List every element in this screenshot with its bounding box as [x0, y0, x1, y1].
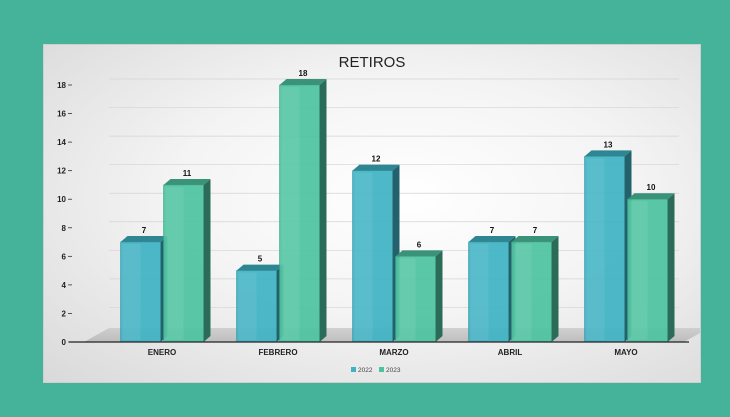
bar-highlight — [629, 201, 648, 340]
y-tick-label: 6 — [62, 252, 67, 261]
x-tick-label: ABRIL — [498, 348, 523, 357]
y-tick-label: 14 — [57, 138, 66, 147]
chart-title: RETIROS — [339, 54, 406, 71]
bar-highlight — [513, 244, 532, 340]
bar-2022-marzo — [352, 170, 393, 343]
bar-highlight — [238, 272, 257, 340]
bar-2022-mayo — [584, 156, 625, 343]
x-tick-label: MAYO — [614, 348, 637, 357]
chart-panel: RETIROS 0 2 4 6 8 10 12 14 16 18 7 11 5 18 12 6 7 7 13 10 … — [43, 44, 701, 383]
bar-top-2022-abril — [468, 236, 516, 243]
data-label: 10 — [647, 183, 656, 192]
data-label: 12 — [372, 155, 381, 164]
legend-swatch-2022 — [351, 367, 356, 372]
bar-highlight — [122, 244, 141, 340]
bar-highlight — [470, 244, 489, 340]
bar-top-2023-marzo — [395, 250, 443, 257]
legend-swatch-2023 — [379, 367, 384, 372]
bar-2023-abril — [511, 241, 552, 343]
bar-top-2022-enero — [120, 236, 168, 243]
bar-top-2022-mayo — [584, 150, 632, 157]
bar-side-2023-mayo — [667, 193, 675, 342]
legend-label-2022: 2022 — [358, 367, 373, 374]
bar-top-2022-marzo — [352, 164, 400, 171]
bar-highlight — [165, 186, 184, 340]
bar-top-2023-enero — [163, 178, 211, 185]
bar-top-2023-febrero — [279, 79, 327, 85]
y-tick-label: 16 — [57, 110, 66, 119]
y-tick-label: 0 — [62, 338, 67, 347]
data-label: 7 — [142, 226, 147, 235]
y-tick-label: 10 — [57, 195, 66, 204]
x-tick-label: MARZO — [379, 348, 408, 357]
bar-2023-mayo — [627, 198, 668, 343]
bar-side-2023-abril — [551, 236, 559, 342]
data-label: 11 — [183, 169, 192, 178]
x-tick-label: FEBRERO — [258, 348, 297, 357]
bars: 7 11 5 18 12 6 7 7 13 10 — [120, 69, 675, 343]
bar-side-2023-febrero — [319, 79, 327, 342]
bar-2022-abril — [468, 241, 509, 343]
data-label: 13 — [604, 140, 613, 149]
bar-top-2022-febrero — [236, 264, 284, 271]
data-label: 18 — [299, 69, 308, 78]
bar-2022-febrero — [236, 270, 277, 343]
y-tick-label: 8 — [62, 224, 67, 233]
bar-highlight — [397, 258, 416, 340]
bar-highlight — [586, 158, 605, 340]
bar-top-2023-abril — [511, 236, 559, 243]
data-label: 5 — [258, 255, 263, 264]
legend-label-2023: 2023 — [386, 367, 401, 374]
bar-top-2023-mayo — [627, 193, 675, 200]
bar-2022-enero — [120, 241, 161, 343]
bar-2023-enero — [163, 184, 204, 343]
y-tick-label: 18 — [57, 81, 66, 90]
bar-highlight — [281, 87, 300, 340]
bar-side-2023-enero — [203, 178, 211, 342]
bar-highlight — [354, 172, 373, 340]
y-tick-label: 2 — [62, 309, 67, 318]
x-tick-label: ENERO — [148, 348, 176, 357]
bar-2023-febrero — [279, 84, 320, 343]
y-tick-label: 4 — [62, 281, 67, 290]
bar-2023-marzo — [395, 256, 436, 343]
data-label: 7 — [490, 226, 495, 235]
y-axis: 0 2 4 6 8 10 12 14 16 18 — [57, 81, 72, 347]
data-label: 7 — [533, 226, 538, 235]
bar-side-2023-marzo — [435, 250, 443, 342]
y-tick-label: 12 — [57, 167, 66, 176]
legend: 2022 2023 — [351, 367, 401, 374]
x-axis: ENERO FEBRERO MARZO ABRIL MAYO — [69, 341, 689, 357]
data-label: 6 — [417, 240, 422, 249]
